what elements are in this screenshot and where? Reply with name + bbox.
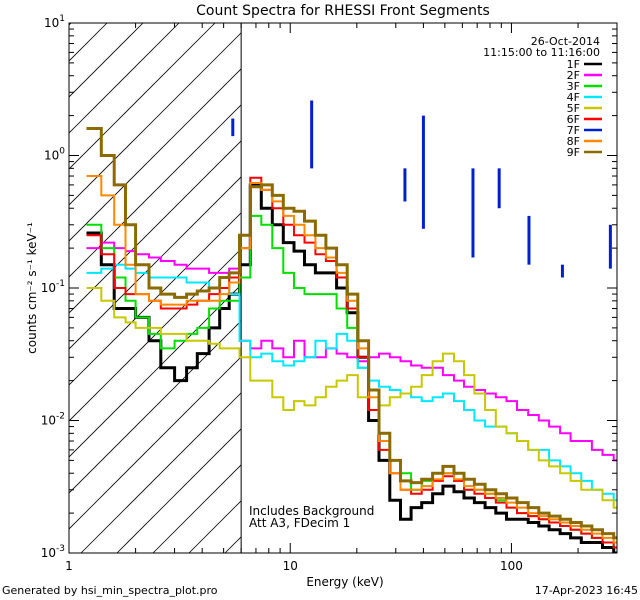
legend-label-7F: 7F — [567, 124, 580, 137]
legend-label-5F: 5F — [567, 102, 580, 115]
y-tick-label: 10-3 — [41, 544, 65, 560]
annotation-attenuator: Att A3, FDecim 1 — [249, 516, 350, 530]
legend-label-4F: 4F — [567, 91, 580, 104]
hatch-line — [621, 23, 640, 553]
footer-timestamp: 17-Apr-2023 16:45 — [535, 584, 638, 597]
legend-label-9F: 9F — [567, 146, 580, 159]
hatch-line — [69, 23, 324, 278]
footer-generator: Generated by hsi_min_spectra_plot.pro — [2, 584, 218, 597]
axis-ticks: 1 10 100 101 100 10-1 10-2 10-3 — [41, 14, 618, 573]
legend-label-1F: 1F — [567, 58, 580, 71]
date-label: 26-Oct-2014 — [531, 35, 600, 48]
x-tick-label: 10 — [283, 559, 298, 573]
x-axis-label: Energy (keV) — [306, 575, 383, 589]
y-tick-label: 10-2 — [41, 412, 65, 428]
x-tick-label: 1 — [65, 559, 73, 573]
annotation-background: Includes Background — [249, 504, 374, 518]
x-tick-label: 100 — [500, 559, 523, 573]
legend-label-8F: 8F — [567, 135, 580, 148]
y-tick-label: 10-1 — [41, 279, 65, 295]
legend-label-2F: 2F — [567, 69, 580, 82]
hatch-line — [69, 23, 288, 242]
hatch-line — [69, 23, 216, 170]
legend-label-6F: 6F — [567, 113, 580, 126]
y-tick-label: 101 — [44, 14, 65, 30]
series-9F — [86, 127, 617, 540]
hatch-line — [69, 23, 180, 134]
y-axis-label: counts cm⁻² s⁻¹ keV⁻¹ — [25, 222, 39, 354]
y-tick-label: 100 — [44, 147, 65, 163]
legend-label-3F: 3F — [567, 80, 580, 93]
time-range-label: 11:15:00 to 11:16:00 — [483, 46, 600, 59]
chart-title: Count Spectra for RHESSI Front Segments — [196, 3, 490, 19]
hatch-line — [69, 23, 252, 206]
series-layer — [86, 100, 617, 553]
series-7F — [231, 100, 612, 278]
